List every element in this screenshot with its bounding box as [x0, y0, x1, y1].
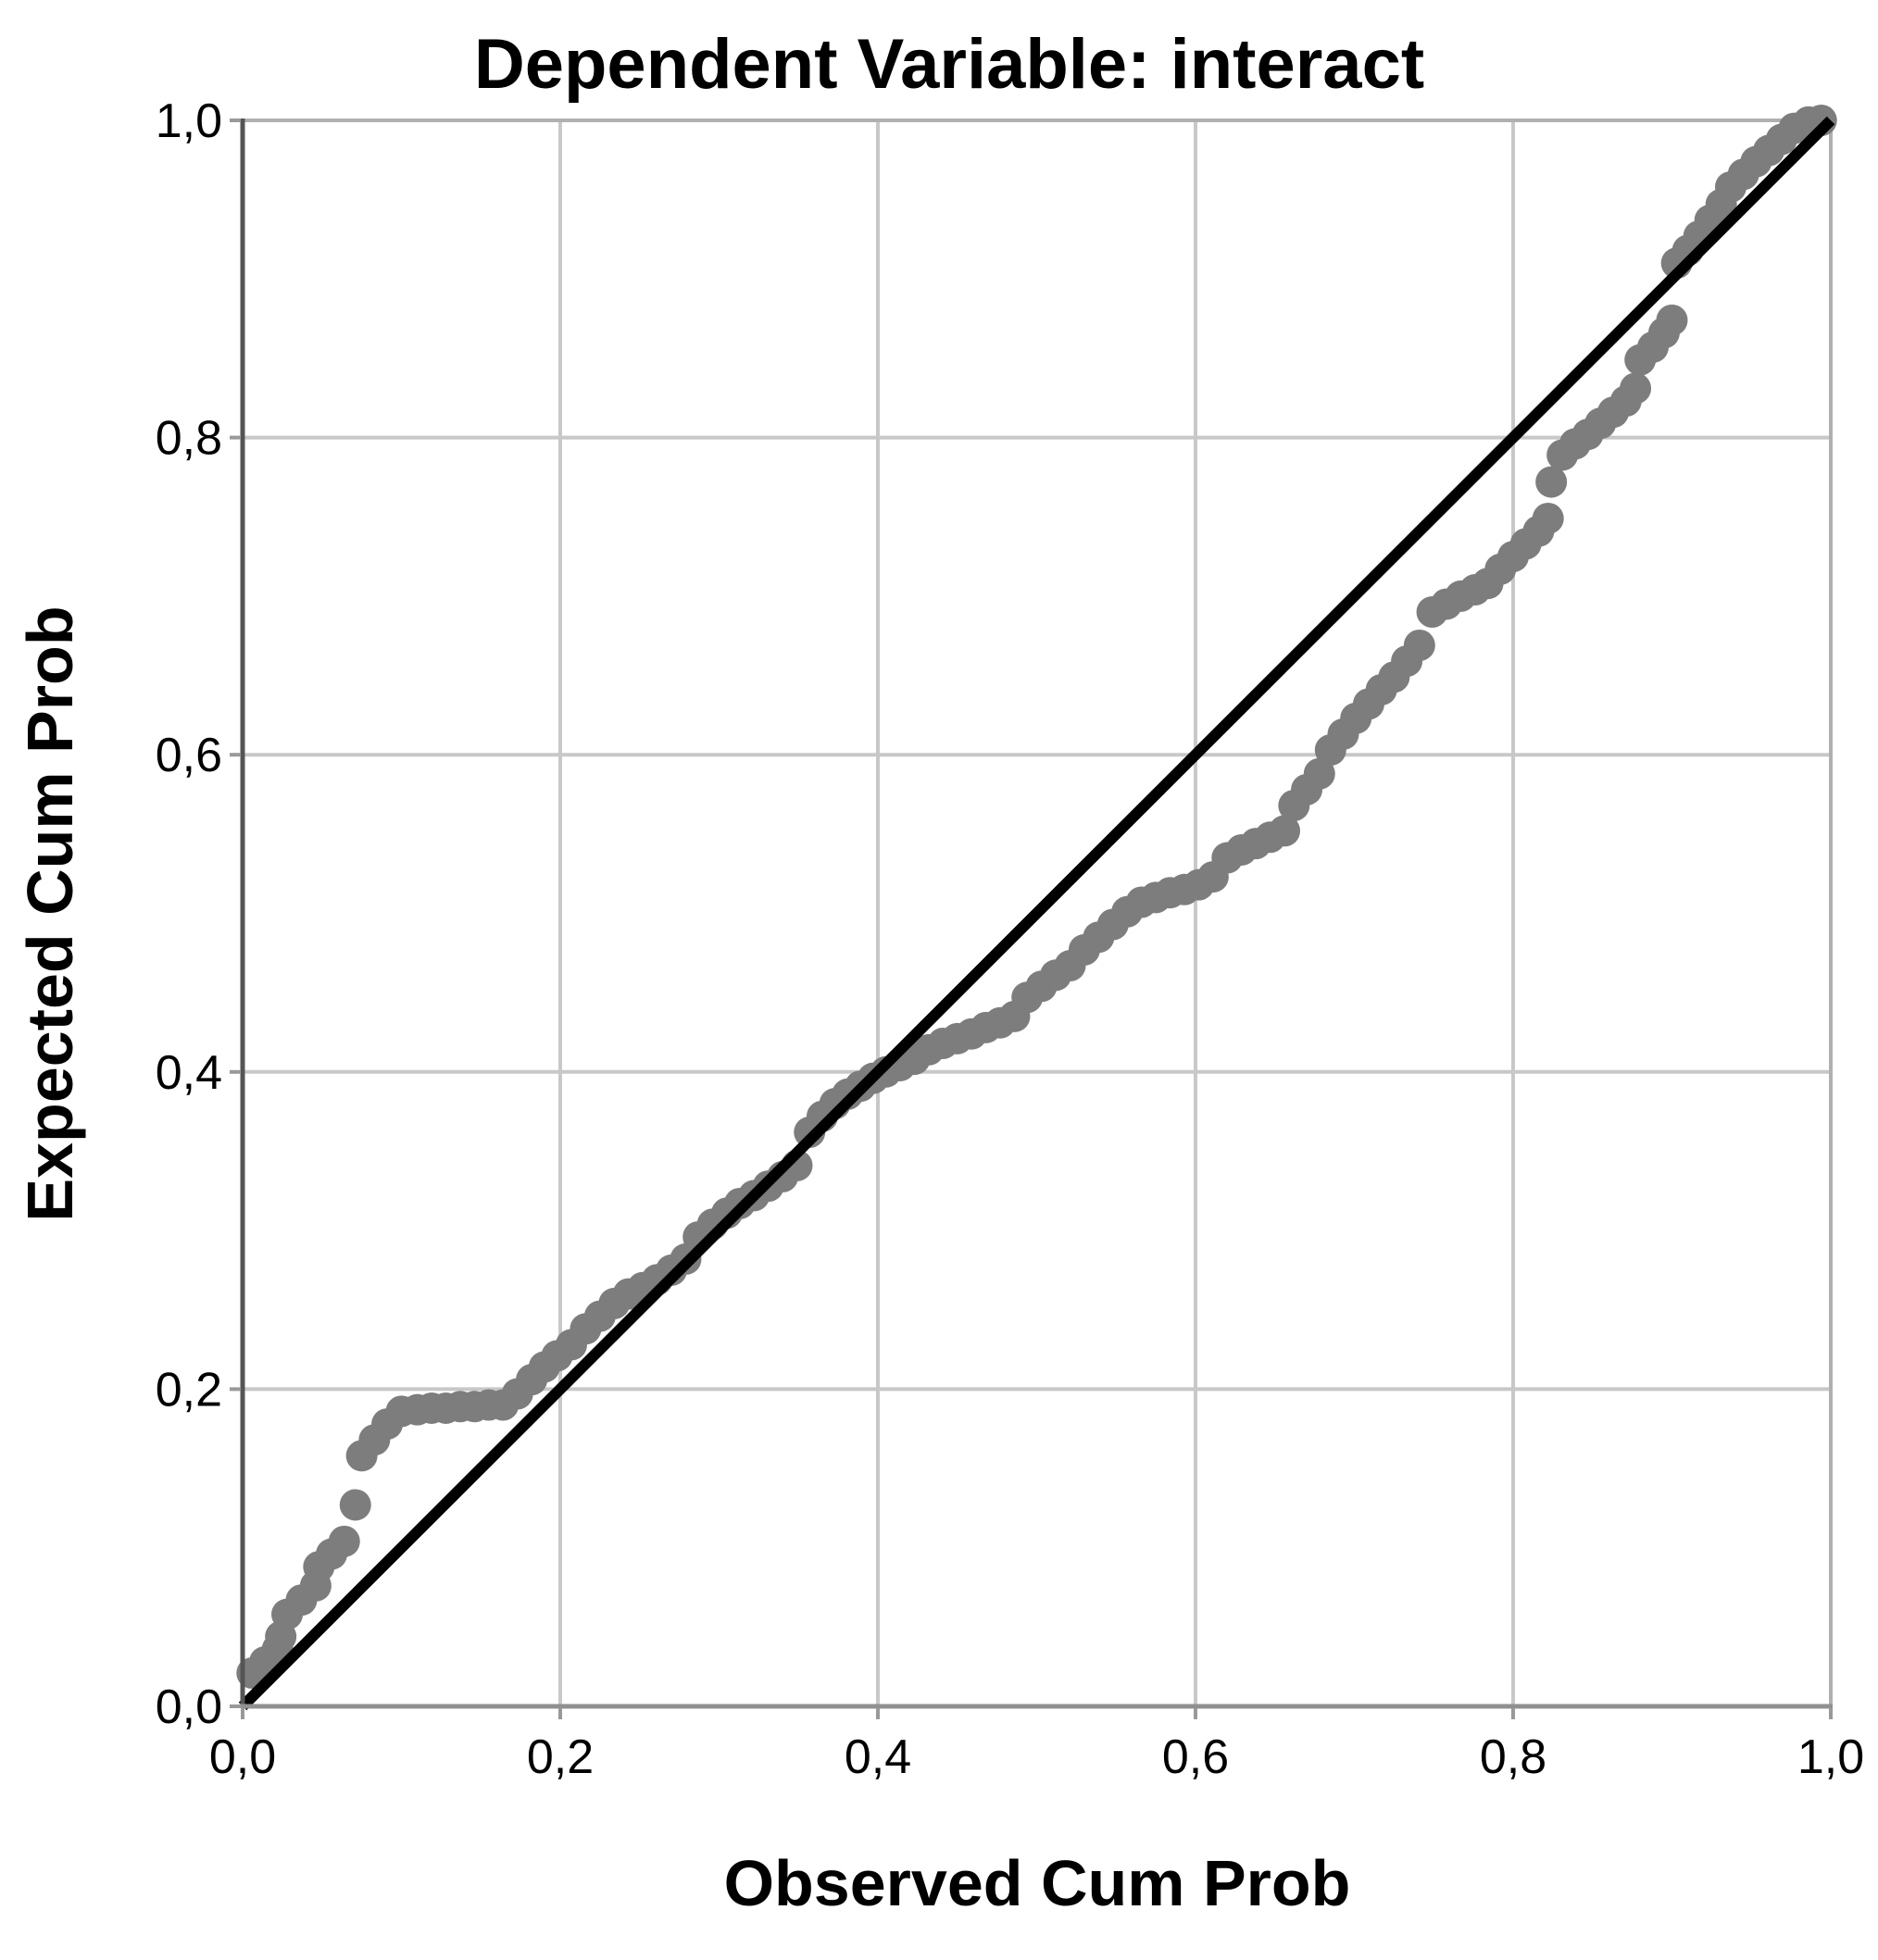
- data-point: [328, 1525, 360, 1557]
- x-tick-label: 0,8: [1480, 1730, 1546, 1784]
- data-point: [1535, 466, 1568, 498]
- data-point: [1620, 372, 1652, 405]
- chart-title: Dependent Variable: interact: [474, 25, 1424, 104]
- y-tick-label: 1,0: [156, 94, 222, 148]
- x-tick-label: 0,4: [845, 1730, 911, 1784]
- data-point: [1269, 815, 1301, 847]
- y-tick-label: 0,4: [156, 1046, 222, 1100]
- y-axis-title: Expected Cum Prob: [14, 605, 86, 1221]
- x-tick-label: 0,6: [1162, 1730, 1229, 1784]
- reference-line: [238, 116, 1835, 1711]
- x-tick-labels: 0,0 0,2 0,4 0,6 0,8 1,0: [209, 1730, 1864, 1784]
- axis-lines: [240, 119, 1833, 1709]
- x-tick-label: 0,2: [527, 1730, 594, 1784]
- y-tick-label: 0,0: [156, 1680, 222, 1734]
- data-point: [1532, 502, 1564, 534]
- y-tick-label: 0,8: [156, 412, 222, 466]
- y-tick-labels: 0,0 0,2 0,4 0,6 0,8 1,0: [156, 94, 222, 1734]
- data-point: [1403, 630, 1435, 662]
- data-point: [339, 1489, 371, 1521]
- tick-marks: [230, 119, 1833, 1719]
- x-tick-label: 0,0: [209, 1730, 276, 1784]
- plot-frame: [243, 119, 1833, 1706]
- data-point: [1656, 304, 1688, 336]
- y-tick-label: 0,2: [156, 1363, 222, 1417]
- identity-line: [238, 116, 1835, 1711]
- x-axis-title: Observed Cum Prob: [724, 1847, 1351, 1919]
- data-point: [1303, 757, 1335, 790]
- x-tick-label: 1,0: [1797, 1730, 1864, 1784]
- y-tick-label: 0,6: [156, 729, 222, 782]
